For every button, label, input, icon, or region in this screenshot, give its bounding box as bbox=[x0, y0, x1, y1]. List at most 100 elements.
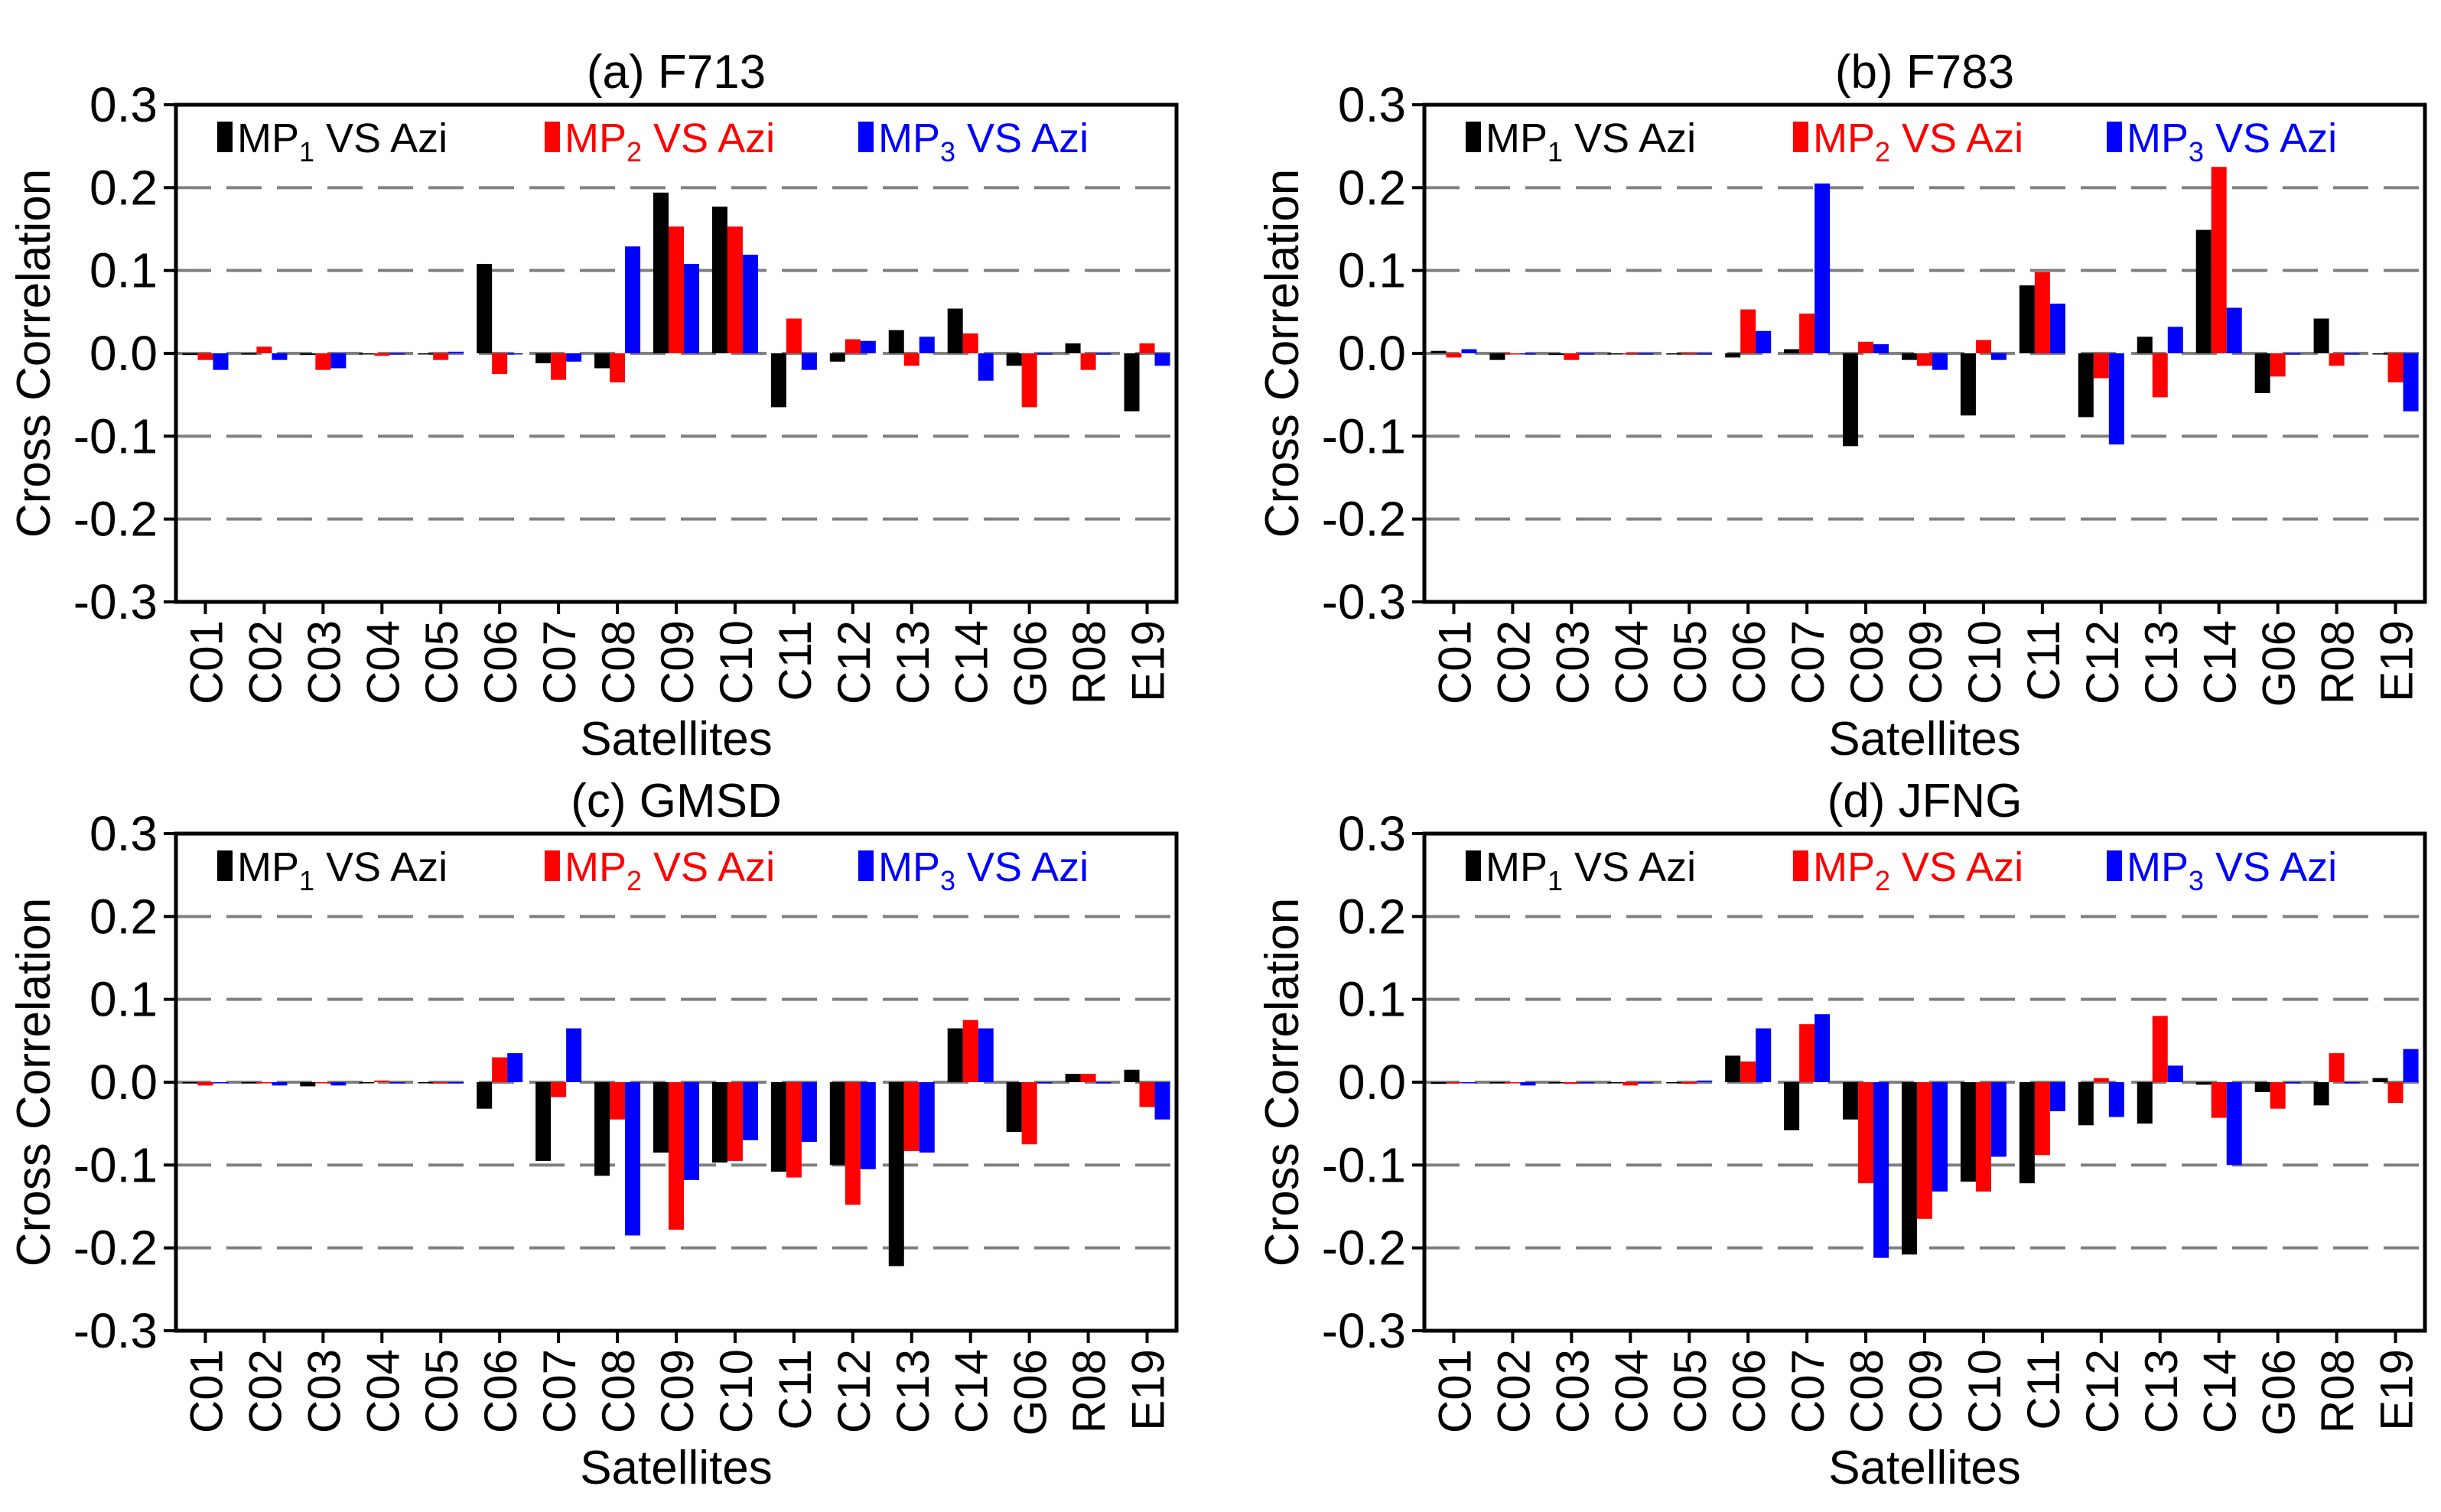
x-tick-label: C05 bbox=[1665, 1349, 1716, 1433]
y-tick-label: -0.3 bbox=[1322, 574, 1406, 629]
x-tick-label: E19 bbox=[2371, 620, 2423, 702]
bar-G06-mp2 bbox=[2270, 1082, 2286, 1109]
bar-C06-mp2 bbox=[1740, 1061, 1756, 1082]
bar-C13-mp2 bbox=[903, 353, 919, 366]
bar-C09-mp1 bbox=[653, 1082, 669, 1153]
bar-C12-mp2 bbox=[845, 339, 861, 353]
bar-R08-mp2 bbox=[1080, 353, 1096, 370]
bar-C13-mp1 bbox=[888, 1082, 904, 1267]
bar-C13-mp2 bbox=[2152, 353, 2168, 398]
bar-C10-mp2 bbox=[1975, 1082, 1991, 1192]
bar-E19-mp1 bbox=[2372, 1078, 2388, 1082]
bar-C03-mp3 bbox=[330, 1082, 347, 1086]
bar-C13-mp3 bbox=[2167, 327, 2183, 353]
y-axis-label: Cross Correlation bbox=[8, 898, 60, 1267]
bar-C04-mp1 bbox=[1607, 353, 1623, 355]
bar-C04-mp3 bbox=[1638, 1082, 1654, 1084]
bar-C02-mp3 bbox=[1520, 1082, 1536, 1086]
bar-C08-mp3 bbox=[1873, 344, 1889, 353]
bar-R08-mp3 bbox=[1095, 1082, 1111, 1084]
legend-subscript: 2 bbox=[627, 136, 642, 167]
bar-C02-mp2 bbox=[256, 1082, 272, 1084]
bar-C05-mp1 bbox=[1666, 1082, 1682, 1084]
legend-name: MP bbox=[1813, 115, 1875, 161]
x-tick-label: E19 bbox=[1123, 620, 1174, 702]
x-tick-label: C12 bbox=[2077, 1349, 2128, 1433]
x-tick-label: C09 bbox=[1900, 620, 1951, 704]
x-tick-label: C07 bbox=[534, 620, 585, 704]
bar-C11-mp1 bbox=[770, 353, 786, 408]
y-tick-label: -0.3 bbox=[1322, 1303, 1406, 1358]
bar-G06-mp3 bbox=[1037, 353, 1053, 355]
bar-R08-mp3 bbox=[1095, 353, 1111, 355]
legend-label-mp1: MP1 VS Azi bbox=[1486, 115, 1696, 167]
bar-C08-mp1 bbox=[1843, 1082, 1859, 1120]
x-tick-label: C03 bbox=[1547, 1349, 1598, 1433]
bar-C08-mp3 bbox=[1873, 1082, 1889, 1258]
bar-C05-mp3 bbox=[1697, 1080, 1713, 1082]
legend-subscript: 3 bbox=[940, 865, 955, 896]
bar-C08-mp1 bbox=[1843, 353, 1859, 447]
legend-subscript: 3 bbox=[2189, 136, 2204, 167]
bar-C07-mp3 bbox=[566, 353, 582, 362]
x-tick-label: C03 bbox=[298, 620, 350, 704]
legend-swatch-mp2 bbox=[545, 850, 560, 881]
bar-C12-mp1 bbox=[829, 1082, 845, 1166]
legend-label-mp3: MP3 VS Azi bbox=[878, 844, 1089, 896]
x-tick-label: C13 bbox=[887, 620, 939, 704]
y-tick-label: 0.3 bbox=[90, 806, 158, 861]
x-tick-label: C13 bbox=[887, 1349, 939, 1433]
x-tick-label: C10 bbox=[711, 620, 762, 704]
bar-E19-mp2 bbox=[1139, 1082, 1155, 1107]
x-tick-label: G06 bbox=[2254, 620, 2305, 707]
chart-title: (a) F713 bbox=[587, 46, 766, 99]
x-tick-label: C09 bbox=[1900, 1349, 1951, 1433]
legend-suffix: VS Azi bbox=[2204, 844, 2337, 890]
bar-C10-mp1 bbox=[1960, 353, 1976, 416]
bar-C13-mp3 bbox=[2167, 1065, 2183, 1082]
x-tick-label: C06 bbox=[1723, 620, 1775, 704]
legend-subscript: 1 bbox=[1548, 865, 1563, 896]
bar-C11-mp1 bbox=[2019, 285, 2035, 353]
y-tick-label: 0.2 bbox=[90, 160, 158, 215]
legend-swatch-mp1 bbox=[217, 850, 233, 881]
legend-name: MP bbox=[878, 115, 940, 161]
x-tick-label: R08 bbox=[2312, 620, 2364, 704]
legend-suffix: VS Azi bbox=[314, 844, 448, 890]
bar-C06-mp1 bbox=[477, 1082, 493, 1109]
bar-E19-mp1 bbox=[2372, 353, 2388, 355]
x-tick-label: E19 bbox=[1123, 1349, 1174, 1431]
bar-C07-mp1 bbox=[1784, 349, 1800, 353]
bar-C09-mp3 bbox=[684, 1082, 700, 1180]
y-tick-label: 0.1 bbox=[90, 243, 158, 298]
bar-C02-mp1 bbox=[1489, 353, 1505, 360]
bar-C14-mp2 bbox=[962, 1019, 978, 1082]
bar-C12-mp3 bbox=[2108, 1082, 2124, 1117]
bar-G06-mp2 bbox=[2270, 353, 2286, 377]
bar-C09-mp2 bbox=[668, 226, 685, 353]
bar-C14-mp1 bbox=[2195, 229, 2212, 353]
bar-C01-mp3 bbox=[1461, 1082, 1477, 1084]
y-tick-label: 0.0 bbox=[90, 326, 158, 381]
legend-swatch-mp1 bbox=[1466, 122, 1481, 152]
bar-C04-mp3 bbox=[1638, 353, 1654, 355]
bar-C04-mp2 bbox=[1622, 353, 1639, 355]
bar-C10-mp3 bbox=[742, 1082, 758, 1140]
legend-subscript: 3 bbox=[940, 136, 955, 167]
legend-label-mp2: MP2 VS Azi bbox=[1813, 115, 2023, 167]
bar-C14-mp2 bbox=[2211, 167, 2227, 353]
x-tick-label: C09 bbox=[652, 620, 703, 704]
x-tick-label: C01 bbox=[1429, 620, 1480, 704]
bar-C01-mp2 bbox=[1446, 353, 1462, 358]
bar-C13-mp1 bbox=[2137, 337, 2153, 353]
x-tick-label: C14 bbox=[2195, 1349, 2246, 1433]
bar-C02-mp3 bbox=[272, 1082, 288, 1086]
bar-C11-mp1 bbox=[770, 1082, 786, 1172]
x-axis-label: Satellites bbox=[1828, 713, 2021, 766]
y-tick-label: 0.0 bbox=[1338, 326, 1406, 381]
bar-C08-mp2 bbox=[610, 353, 626, 382]
x-tick-label: C04 bbox=[357, 620, 408, 704]
legend-suffix: VS Azi bbox=[1890, 844, 2023, 890]
bar-E19-mp3 bbox=[2403, 353, 2419, 411]
bar-E19-mp3 bbox=[2403, 1049, 2419, 1082]
